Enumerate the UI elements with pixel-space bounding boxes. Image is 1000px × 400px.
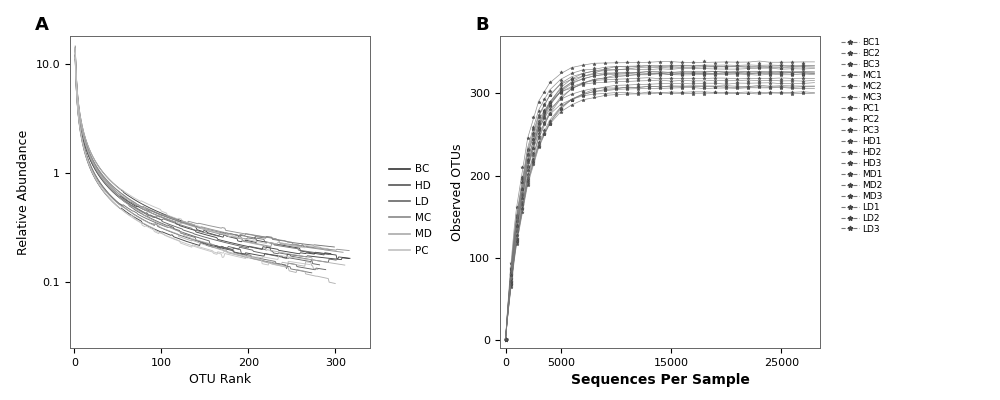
Y-axis label: Relative Abundance: Relative Abundance <box>17 129 30 255</box>
Text: B: B <box>475 16 489 34</box>
Y-axis label: Observed OTUs: Observed OTUs <box>451 143 464 241</box>
X-axis label: OTU Rank: OTU Rank <box>189 373 251 386</box>
Text: A: A <box>35 16 49 34</box>
Legend: BC, HD, LD, MC, MD, PC: BC, HD, LD, MC, MD, PC <box>385 160 436 260</box>
Legend: BC1, BC2, BC3, MC1, MC2, MC3, PC1, PC2, PC3, HD1, HD2, HD3, MD1, MD2, MD3, LD1, : BC1, BC2, BC3, MC1, MC2, MC3, PC1, PC2, … <box>837 34 887 237</box>
X-axis label: Sequences Per Sample: Sequences Per Sample <box>571 373 749 387</box>
